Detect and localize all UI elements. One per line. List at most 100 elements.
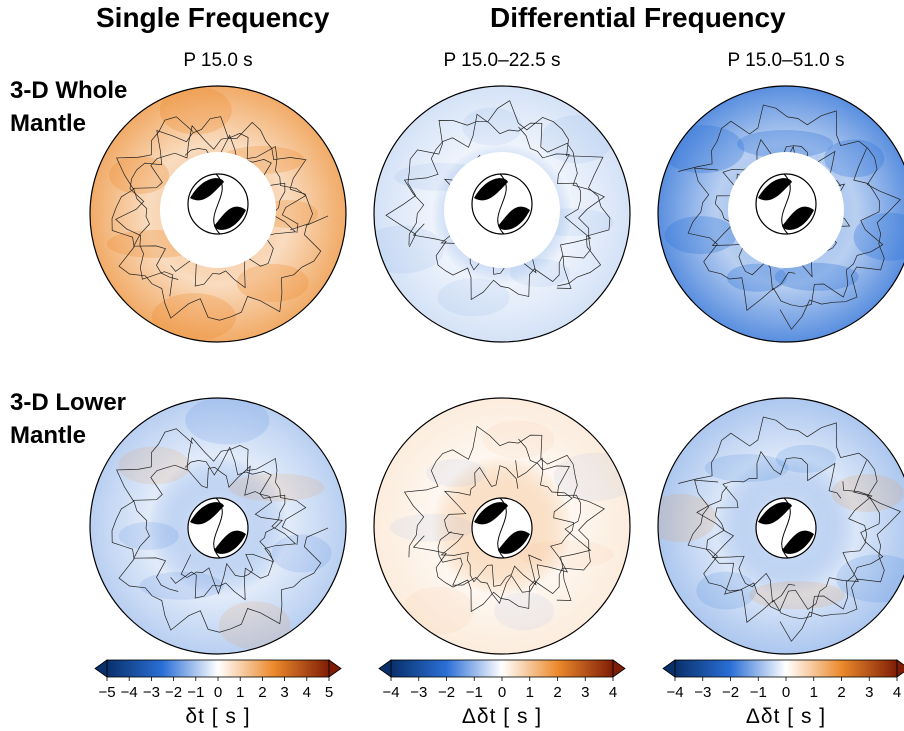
coastline xyxy=(170,134,297,289)
coastline xyxy=(687,460,884,623)
coastline xyxy=(687,148,884,311)
map-panel-5 xyxy=(373,397,631,655)
anomaly-blob xyxy=(228,473,325,502)
colorbar-tick-label: 0 xyxy=(214,684,222,701)
beachball-icon xyxy=(471,497,533,559)
anomaly-blob xyxy=(374,225,445,274)
row-label-lower-line2: Mantle xyxy=(10,422,87,449)
coastline xyxy=(385,100,611,287)
beachball-icon xyxy=(187,173,249,235)
anomaly-blob xyxy=(831,474,904,513)
colorbar-tick-label: 2 xyxy=(258,684,266,701)
coastline xyxy=(180,465,283,595)
coastline xyxy=(115,116,313,297)
colorbar-tick-label: 1 xyxy=(526,684,534,701)
coastline xyxy=(170,446,297,601)
colorbar-label-2: Δδt [ s ] xyxy=(461,705,543,728)
beachball-icon xyxy=(471,173,533,235)
colorbar-tick-label: 0 xyxy=(498,684,506,701)
colorbar-tick-label: 4 xyxy=(893,684,901,701)
colorbar-tick-label: 1 xyxy=(236,684,244,701)
anomaly-blob xyxy=(494,592,555,631)
map-border xyxy=(657,397,904,655)
colorbar-tick-label: −3 xyxy=(410,684,427,701)
anomaly-blob xyxy=(664,216,737,255)
map-panel-6 xyxy=(657,397,904,655)
colorbar-tick-label: −1 xyxy=(750,684,767,701)
map-border xyxy=(657,85,904,343)
coastline xyxy=(678,104,902,330)
map-panel-4 xyxy=(89,397,347,655)
colorbar-extend-high xyxy=(896,659,904,678)
anomaly-blob xyxy=(151,293,236,342)
anomaly-blob xyxy=(139,571,224,600)
row-label-lower-mantle: 3-D Lower Mantle xyxy=(10,386,126,452)
colorbar-tick-label: −3 xyxy=(694,684,711,701)
colorbar-tick-label: −2 xyxy=(438,684,455,701)
colorbar-extend-low xyxy=(378,659,392,678)
coastline xyxy=(711,450,842,603)
map-panel-1 xyxy=(89,85,347,343)
coastline xyxy=(403,113,605,289)
coastline xyxy=(111,428,329,633)
row-label-whole-line1: 3-D Whole xyxy=(10,77,128,104)
anomaly-blob xyxy=(748,581,845,610)
colorbar-extend-high xyxy=(328,659,342,678)
map-panel-2 xyxy=(373,85,631,343)
anomaly-blob xyxy=(185,398,270,445)
colorbar-tick-label: 4 xyxy=(609,684,617,701)
coastline xyxy=(678,416,902,642)
coastline xyxy=(412,438,592,613)
colorbar-label-3: Δδt [ s ] xyxy=(745,705,827,728)
row-label-whole-mantle: 3-D Whole Mantle xyxy=(10,74,127,140)
colorbar-tick-label: 3 xyxy=(581,684,589,701)
anomaly-blob xyxy=(518,540,614,569)
colorbar-tick-label: −3 xyxy=(143,684,160,701)
colorbar-2: −4 −3 −2 −1 0 1 2 3 4 xyxy=(378,659,626,701)
panel-title-col2: P 15.0–22.5 s xyxy=(443,50,561,71)
anomaly-blob xyxy=(437,278,510,317)
colorbar-tick-label: −1 xyxy=(466,684,483,701)
row-label-lower-line1: 3-D Lower xyxy=(10,389,127,416)
colorbar-tick-label: −4 xyxy=(121,684,138,701)
anomaly-blob xyxy=(426,459,487,487)
colorbar-tick-label: 3 xyxy=(280,684,288,701)
colorbar-extend-low xyxy=(94,659,108,678)
colorbar-tick-label: −1 xyxy=(187,684,204,701)
colorbar-label-1: δt [ s ] xyxy=(185,705,251,728)
beachball-icon xyxy=(755,497,817,559)
colorbar-tick-label: −5 xyxy=(98,684,115,701)
coastline xyxy=(437,457,575,605)
anomaly-blob xyxy=(462,107,523,146)
coastline xyxy=(696,481,873,612)
coastline xyxy=(440,465,542,587)
anomaly-blob xyxy=(658,494,717,542)
beachball-icon xyxy=(187,497,249,559)
anomaly-blob xyxy=(159,86,232,135)
anomaly-blob xyxy=(271,534,332,573)
anomaly-blob xyxy=(774,262,859,291)
colorbar-tick-label: 5 xyxy=(325,684,333,701)
anomaly-blob xyxy=(390,513,474,542)
anomaly-blob xyxy=(218,601,291,650)
map-border xyxy=(373,397,631,655)
colorbar-1: −5 −4 −3 −2 −1 0 1 2 3 4 5 xyxy=(94,659,342,701)
map-border xyxy=(89,85,347,343)
coastline xyxy=(111,116,329,321)
colorbar-tick-label: 1 xyxy=(810,684,818,701)
anomaly-blob xyxy=(118,521,179,550)
beachball-icon xyxy=(755,173,817,235)
coastline xyxy=(133,437,307,592)
colorbar-tick-label: 2 xyxy=(553,684,561,701)
anomaly-blob xyxy=(824,139,885,178)
anomaly-blob xyxy=(118,446,191,485)
colorbar-tick-label: −2 xyxy=(722,684,739,701)
colorbar-tick-label: −4 xyxy=(666,684,683,701)
colorbar-tick-label: 2 xyxy=(837,684,845,701)
anomaly-blob xyxy=(236,263,309,302)
colorbar-tick-label: −2 xyxy=(165,684,182,701)
anomaly-blob xyxy=(853,212,904,261)
map-border xyxy=(373,85,631,343)
coastline xyxy=(412,126,592,301)
